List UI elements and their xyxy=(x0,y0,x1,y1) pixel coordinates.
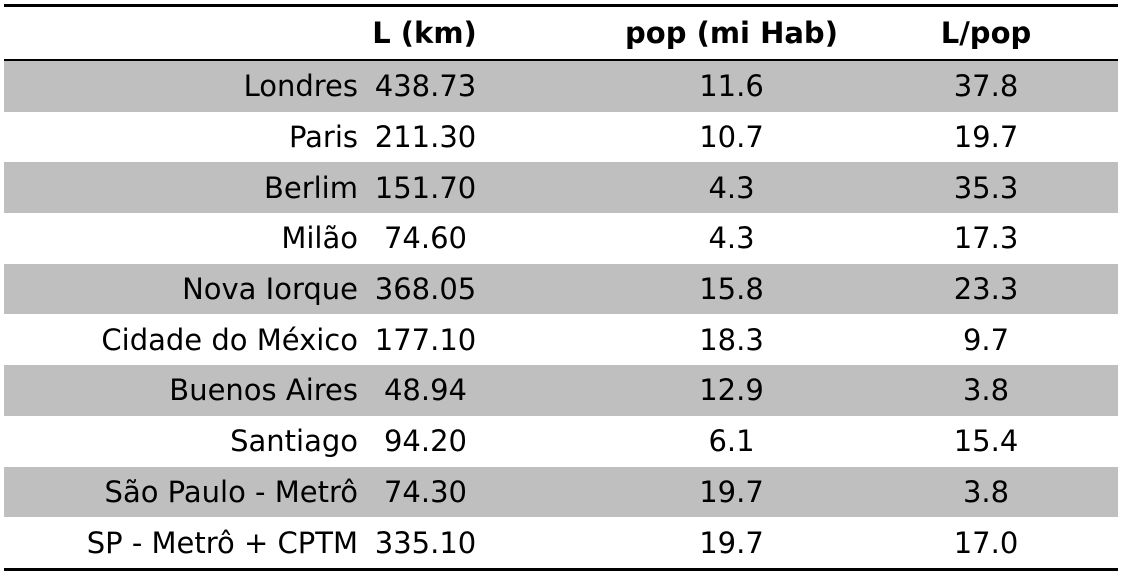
table-row: Cidade do México 177.10 18.3 9.7 xyxy=(4,314,1118,365)
row-ratio: 35.3 xyxy=(953,170,1019,205)
table-row: Nova Iorque 368.05 15.8 23.3 xyxy=(4,263,1118,315)
row-population: 18.3 xyxy=(699,322,764,357)
row-length: 48.94 xyxy=(383,373,468,408)
table-row: Londres 438.73 11.6 37.8 xyxy=(4,61,1118,112)
row-population: 19.7 xyxy=(699,474,764,509)
row-population: 4.3 xyxy=(708,221,755,256)
row-ratio: 17.3 xyxy=(953,221,1019,256)
row-city: Nova Iorque xyxy=(182,272,358,307)
header-population: pop (mi Hab) xyxy=(625,16,838,50)
row-city: Cidade do México xyxy=(101,322,358,357)
row-ratio: 15.4 xyxy=(953,424,1019,459)
row-population: 12.9 xyxy=(699,373,764,408)
row-city: Londres xyxy=(243,69,358,104)
row-length: 177.10 xyxy=(374,322,477,357)
row-ratio: 9.7 xyxy=(962,322,1010,357)
table-body: Londres 438.73 11.6 37.8 Paris 211.30 10.7 19.7… xyxy=(4,61,1118,568)
row-population: 6.1 xyxy=(708,424,755,459)
table-row: SP - Metrô + CPTM 335.10 19.7 17.0 xyxy=(4,517,1118,568)
row-city: Buenos Aires xyxy=(169,373,358,408)
row-population: 15.8 xyxy=(699,272,764,307)
table-row: Milão 74.60 4.3 17.3 xyxy=(4,213,1118,264)
row-city: São Paulo - Metrô xyxy=(104,474,358,509)
row-population: 10.7 xyxy=(699,120,764,155)
table-row: Paris 211.30 10.7 19.7 xyxy=(4,112,1118,163)
row-length: 74.30 xyxy=(383,474,468,509)
row-length: 211.30 xyxy=(374,120,477,155)
row-ratio: 19.7 xyxy=(953,120,1019,155)
row-length: 368.05 xyxy=(374,272,477,307)
metro-table: L (km) pop (mi Hab) L/pop Londres 438.73 1… xyxy=(4,4,1118,571)
table-row: Berlim 151.70 4.3 35.3 xyxy=(4,162,1118,214)
row-city: Santiago xyxy=(230,424,358,459)
row-city: Milão xyxy=(281,221,358,256)
row-length: 94.20 xyxy=(383,424,468,459)
table-row: Buenos Aires 48.94 12.9 3.8 xyxy=(4,365,1118,416)
row-length: 438.73 xyxy=(374,69,477,104)
row-population: 11.6 xyxy=(699,69,764,104)
row-ratio: 37.8 xyxy=(953,69,1019,104)
table-row: Santiago 94.20 6.1 15.4 xyxy=(4,416,1118,467)
row-ratio: 3.8 xyxy=(962,373,1010,408)
table-header-row: L (km) pop (mi Hab) L/pop xyxy=(4,7,1118,61)
row-ratio: 23.3 xyxy=(953,272,1019,307)
row-population: 4.3 xyxy=(708,170,755,205)
row-city: Berlim xyxy=(263,170,358,205)
header-length: L (km) xyxy=(372,16,477,50)
row-length: 74.60 xyxy=(383,221,468,256)
row-city: SP - Metrô + CPTM xyxy=(86,525,358,560)
row-ratio: 3.8 xyxy=(962,474,1010,509)
row-length: 151.70 xyxy=(374,170,477,205)
row-population: 19.7 xyxy=(699,525,764,560)
row-city: Paris xyxy=(288,120,358,155)
row-length: 335.10 xyxy=(374,525,477,560)
row-ratio: 17.0 xyxy=(953,525,1019,560)
header-ratio: L/pop xyxy=(940,16,1032,50)
table-row: São Paulo - Metrô 74.30 19.7 3.8 xyxy=(4,466,1118,518)
